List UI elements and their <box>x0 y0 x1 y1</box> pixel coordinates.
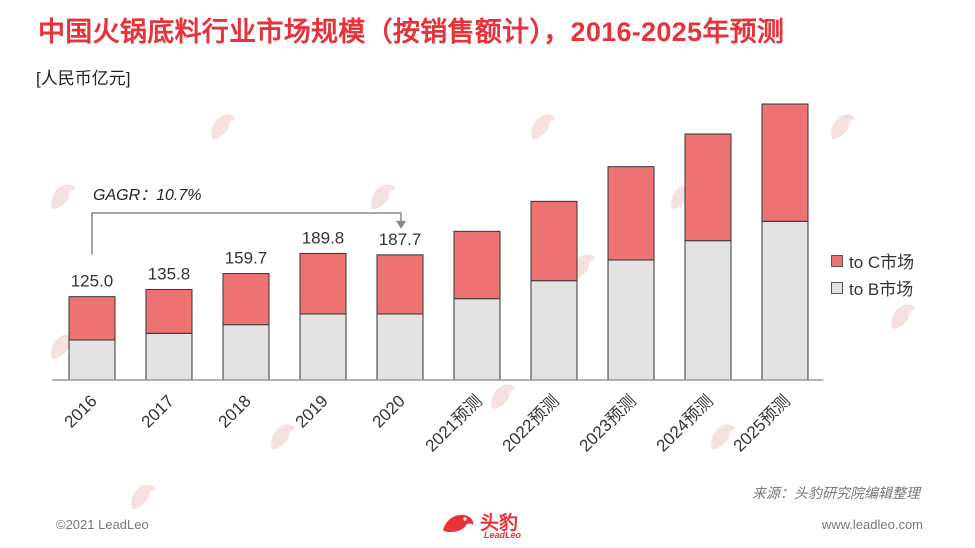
data-label-3: 189.8 <box>302 228 345 247</box>
x-tick-label-1: 2017 <box>138 391 178 431</box>
legend-label-b: to B市场 <box>849 280 914 299</box>
bar-c-9 <box>761 103 809 222</box>
bar-b-3 <box>299 313 347 381</box>
x-tick-label-7: 2023预测 <box>576 391 640 455</box>
bar-b-1 <box>145 332 193 381</box>
data-label-1: 135.8 <box>148 264 191 283</box>
bar-b-4 <box>376 313 424 381</box>
data-label-2: 159.7 <box>225 249 268 268</box>
logo-sub: LeadLeo <box>484 530 522 540</box>
bar-c-7 <box>607 166 655 261</box>
bar-b-2 <box>222 324 270 381</box>
x-tick-label-8: 2024预测 <box>653 391 717 455</box>
bar-b-0 <box>68 339 116 381</box>
leopard-logo-icon <box>443 514 474 532</box>
gagr-arrowhead <box>396 220 406 229</box>
bar-b-8 <box>684 240 732 381</box>
x-tick-label-6: 2022预测 <box>499 391 563 455</box>
data-label-4: 187.7 <box>379 230 422 249</box>
bar-c-1 <box>145 288 193 334</box>
bar-c-4 <box>376 254 424 315</box>
gagr-bracket-line <box>91 212 402 255</box>
bar-c-2 <box>222 273 270 326</box>
legend-label-c: to C市场 <box>849 253 915 272</box>
bar-c-0 <box>68 296 116 341</box>
unit-label: [人民币亿元] <box>36 69 131 88</box>
logo-brand: 头豹 <box>480 512 519 534</box>
legend-swatch-c <box>831 254 843 267</box>
source-note: 来源：头豹研究院编辑整理 <box>752 485 920 501</box>
bar-b-7 <box>607 259 655 381</box>
bar-b-6 <box>530 280 578 381</box>
x-tick-label-3: 2019 <box>292 391 332 431</box>
x-tick-label-9: 2025预测 <box>730 391 794 455</box>
legend-item-c: to C市场 <box>831 247 914 274</box>
bar-c-3 <box>299 252 347 315</box>
x-tick-label-0: 2016 <box>61 391 101 431</box>
bar-c-6 <box>530 200 578 282</box>
data-label-0: 125.0 <box>71 272 114 291</box>
x-tick-label-2: 2018 <box>215 391 255 431</box>
x-tick-label-5: 2021预测 <box>422 391 486 455</box>
bar-c-5 <box>453 230 501 300</box>
bar-b-9 <box>761 220 809 381</box>
website-link[interactable]: www.leadleo.com <box>821 517 923 532</box>
chart-title: 中国火锅底料行业市场规模（按销售额计），2016-2025年预测 <box>38 17 785 47</box>
legend: to C市场 to B市场 <box>831 247 914 301</box>
copyright: ©2021 LeadLeo <box>56 517 149 532</box>
logo: 头豹 LeadLeo <box>440 508 522 540</box>
x-tick-label-4: 2020 <box>369 391 409 431</box>
bar-c-8 <box>684 133 732 242</box>
bar-b-5 <box>453 298 501 381</box>
legend-item-b: to B市场 <box>831 274 914 301</box>
gagr-label: GAGR：10.7% <box>93 187 202 204</box>
legend-swatch-b <box>831 281 843 294</box>
